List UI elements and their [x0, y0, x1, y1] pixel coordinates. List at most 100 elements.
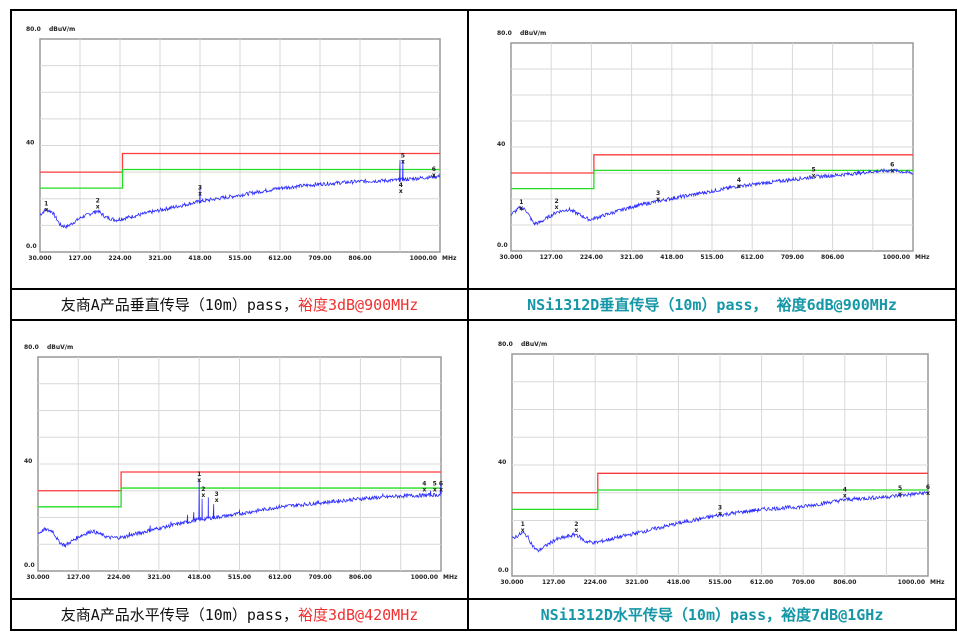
marker-x: x: [656, 196, 660, 203]
x-tick-label: 418.00: [667, 579, 690, 586]
marker-x: x: [898, 491, 902, 498]
caption-4: NSi1312D水平传导（10m）pass，裕度7dB@1GHz: [469, 600, 955, 630]
y-tick-label: 40: [26, 140, 34, 147]
chart-3: 80.0 40 0.0 dBuV/m 30.000 127.00 224.00 321.00 4…: [24, 344, 458, 581]
marker-label: 1: [197, 471, 201, 478]
table-border-top: [10, 9, 957, 11]
marker-x: x: [843, 493, 847, 500]
marker-x: x: [890, 167, 894, 174]
y-tick-label: 80.0: [498, 341, 513, 348]
x-tick-label: 806.00: [349, 574, 372, 581]
marker-x: x: [399, 188, 403, 195]
table-border-row3: [10, 598, 957, 600]
table-border-right: [955, 9, 957, 631]
y-axis-unit: dBuV/m: [520, 30, 546, 37]
marker-label: 4: [399, 182, 403, 189]
marker-x: x: [718, 511, 722, 518]
table-border-row1: [10, 288, 957, 290]
x-tick-label: 321.00: [148, 255, 171, 262]
y-tick-label: 0.0: [26, 243, 37, 250]
marker-x: x: [201, 492, 205, 499]
x-axis-unit: MHz: [915, 254, 930, 261]
emission-trace: [512, 490, 928, 553]
limit-line-green: [511, 169, 913, 190]
limit-line-red: [40, 152, 440, 173]
caption-2: NSi1312D垂直传导（10m）pass， 裕度6dB@900MHz: [469, 290, 955, 320]
x-axis-unit: MHz: [443, 574, 458, 581]
marker-x: x: [401, 158, 405, 165]
x-tick-label: 806.00: [821, 254, 844, 261]
marker-x: x: [439, 486, 443, 493]
y-tick-label: 40: [498, 459, 506, 466]
caption-plain: 友商A产品垂直传导（10m）pass，: [60, 296, 298, 314]
marker-label: 3: [198, 184, 202, 191]
marker-x: x: [521, 527, 525, 534]
marker-label: 5: [401, 152, 405, 159]
marker-x: x: [432, 172, 436, 179]
x-tick-label: 709.00: [792, 579, 815, 586]
x-tick-label: 709.00: [309, 574, 332, 581]
chart-2: 80.0 40 0.0 dBuV/m 30.000 127.00 224.00 321.00 4…: [497, 30, 930, 261]
y-axis-unit: dBuV/m: [49, 26, 75, 33]
marker-label: 2: [201, 486, 205, 493]
marker-label: 2: [574, 521, 578, 528]
marker-label: 1: [521, 521, 525, 528]
table-border-row2: [10, 319, 957, 321]
marker-label: 3: [656, 190, 660, 197]
marker-x: x: [215, 497, 219, 504]
limit-line-green: [38, 487, 441, 508]
y-tick-label: 0.0: [24, 562, 35, 569]
marker-label: 5: [898, 485, 902, 492]
emission-trace: [39, 160, 440, 230]
y-axis-unit: dBuV/m: [521, 341, 547, 348]
marker-x: x: [96, 204, 100, 211]
marker-x: x: [197, 477, 201, 484]
x-tick-label: 30.000: [26, 574, 49, 581]
x-tick-label: 515.00: [700, 254, 723, 261]
limit-line-red: [512, 472, 928, 494]
x-tick-label: 224.00: [584, 579, 607, 586]
x-tick-label: 612.00: [268, 574, 291, 581]
x-axis-unit: MHz: [442, 255, 457, 262]
x-tick-label: 127.00: [68, 255, 91, 262]
marker-x: x: [812, 173, 816, 180]
caption-highlight: NSi1312D垂直传导（10m）pass， 裕度6dB@900MHz: [527, 296, 897, 314]
x-tick-label: 709.00: [781, 254, 804, 261]
caption-highlight: 裕度3dB@900MHz: [297, 296, 419, 314]
chart-1: 80.0 40 0.0 dBuV/m 30.000 127.00 224.00 321.00 4…: [26, 26, 457, 262]
marker-x: x: [433, 486, 437, 493]
x-tick-label: 321.00: [625, 579, 648, 586]
x-tick-label: 612.00: [268, 255, 291, 262]
y-tick-label: 0.0: [498, 567, 509, 574]
caption-3: 友商A产品水平传导（10m）pass，裕度3dB@420MHz: [12, 600, 467, 630]
marker-label: 6: [439, 480, 443, 487]
marker-label: 1: [44, 200, 48, 207]
y-tick-label: 80.0: [497, 30, 512, 37]
y-tick-label: 80.0: [26, 26, 41, 33]
marker-label: 3: [718, 505, 722, 512]
x-tick-label: 1000.00: [411, 574, 438, 581]
marker-label: 5: [433, 480, 437, 487]
marker-x: x: [555, 204, 559, 211]
marker-x: x: [574, 527, 578, 534]
marker-label: 3: [215, 491, 219, 498]
x-tick-label: 612.00: [750, 579, 773, 586]
x-tick-label: 127.00: [67, 574, 90, 581]
limit-line-red: [511, 154, 913, 174]
marker-label: 1: [519, 199, 523, 206]
marker-label: 2: [554, 198, 558, 205]
marker-label: 4: [422, 480, 426, 487]
marker-label: 4: [737, 177, 741, 184]
marker-x: x: [422, 486, 426, 493]
y-tick-label: 40: [497, 141, 505, 148]
x-tick-label: 224.00: [107, 574, 130, 581]
marker-label: 2: [96, 198, 100, 205]
chart-4: 80.0 40 0.0 dBuV/m 30.000 127.00 224.00 321.00 4…: [498, 341, 945, 586]
marker-x: x: [519, 205, 523, 212]
caption-highlight: NSi1312D水平传导（10m）pass，裕度7dB@1GHz: [540, 606, 884, 624]
y-axis-unit: dBuV/m: [47, 344, 73, 351]
caption-1: 友商A产品垂直传导（10m）pass，裕度3dB@900MHz: [12, 290, 467, 320]
limit-line-green: [40, 168, 440, 189]
caption-highlight: 裕度3dB@420MHz: [297, 606, 419, 624]
